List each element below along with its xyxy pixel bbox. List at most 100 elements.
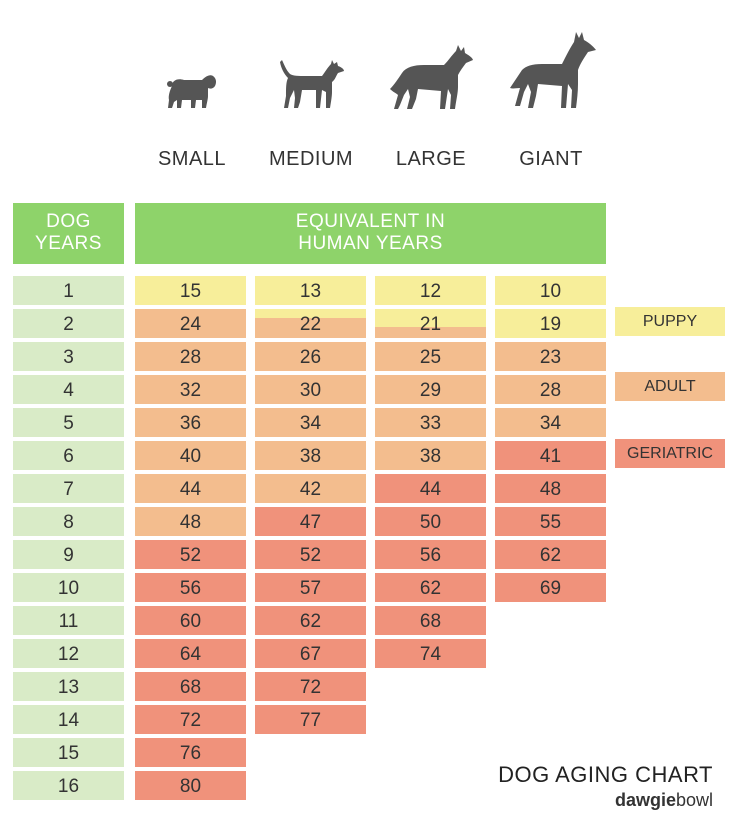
- human-years-header-line-2: HUMAN YEARS: [298, 233, 443, 254]
- human-year-cell-giant: 28: [495, 375, 606, 404]
- human-year-cell-medium: 34: [255, 408, 366, 437]
- human-year-value: 28: [179, 347, 202, 368]
- dog-year-cell: 2: [13, 309, 124, 338]
- human-year-cell-medium: 67: [255, 639, 366, 668]
- human-year-value: 36: [179, 413, 202, 434]
- brand-name-bold: dawgie: [614, 790, 676, 810]
- size-label-large: LARGE: [395, 148, 467, 170]
- human-year-cell-medium: 47: [255, 507, 366, 536]
- human-year-value: 33: [419, 413, 442, 434]
- legend-geriatric: GERIATRIC: [615, 439, 725, 468]
- shepherd-silhouette-icon: [388, 45, 474, 111]
- great-dane-silhouette-icon: [508, 30, 598, 110]
- puppy-portion: [255, 309, 366, 318]
- human-year-cell-medium: 77: [255, 705, 366, 734]
- human-year-value: 62: [299, 611, 322, 632]
- human-year-value: 34: [539, 413, 562, 434]
- dog-years-header: DOG YEARS: [13, 203, 124, 264]
- human-year-cell-large: 56: [375, 540, 486, 569]
- human-year-value: 38: [299, 446, 322, 467]
- human-year-cell-giant: 41: [495, 441, 606, 470]
- human-year-value: 74: [419, 644, 442, 665]
- human-year-cell-giant: 23: [495, 342, 606, 371]
- human-year-value: 68: [419, 611, 442, 632]
- human-year-cell-large: 68: [375, 606, 486, 635]
- dog-year-cell: 15: [13, 738, 124, 767]
- human-year-value: 62: [419, 578, 442, 599]
- human-year-value: 50: [419, 512, 442, 533]
- pug-silhouette-icon: [166, 72, 218, 110]
- puppy-portion: [375, 309, 486, 327]
- human-year-cell-large: 33: [375, 408, 486, 437]
- human-year-value: 64: [179, 644, 202, 665]
- human-year-value: 24: [179, 314, 202, 335]
- human-year-cell-small: 64: [135, 639, 246, 668]
- human-year-value: 40: [179, 446, 202, 467]
- dog-year-cell: 11: [13, 606, 124, 635]
- human-year-cell-medium: 42: [255, 474, 366, 503]
- human-year-cell-large: 38: [375, 441, 486, 470]
- human-year-cell-medium: 38: [255, 441, 366, 470]
- human-year-cell-giant: 19: [495, 309, 606, 338]
- human-year-value: 72: [179, 710, 202, 731]
- human-year-cell-small: 60: [135, 606, 246, 635]
- human-year-cell-medium: 26: [255, 342, 366, 371]
- human-year-value: 38: [419, 446, 442, 467]
- human-year-value: 44: [419, 479, 442, 500]
- chart-title: DOG AGING CHART: [498, 762, 713, 787]
- dog-year-cell: 9: [13, 540, 124, 569]
- human-year-cell-medium: 13: [255, 276, 366, 305]
- dog-year-cell: 1: [13, 276, 124, 305]
- human-year-cell-small: 40: [135, 441, 246, 470]
- human-year-value: 29: [419, 380, 442, 401]
- dog-year-cell: 4: [13, 375, 124, 404]
- human-years-header-line-1: EQUIVALENT IN: [295, 211, 446, 232]
- human-year-cell-small: 76: [135, 738, 246, 767]
- human-year-cell-small: 32: [135, 375, 246, 404]
- dog-year-cell: 8: [13, 507, 124, 536]
- human-year-cell-large: 12: [375, 276, 486, 305]
- human-year-value: 57: [299, 578, 322, 599]
- human-year-cell-small: 44: [135, 474, 246, 503]
- human-year-value: 42: [299, 479, 322, 500]
- human-year-cell-medium: 22: [255, 309, 366, 338]
- human-year-value: 77: [299, 710, 322, 731]
- human-year-cell-medium: 30: [255, 375, 366, 404]
- human-year-value: 41: [539, 446, 562, 467]
- human-year-cell-giant: 48: [495, 474, 606, 503]
- human-year-value: 30: [299, 380, 322, 401]
- human-year-value: 47: [299, 512, 322, 533]
- human-year-value: 25: [419, 347, 442, 368]
- dog-year-cell: 14: [13, 705, 124, 734]
- human-year-value: 56: [419, 545, 442, 566]
- dog-year-cell: 13: [13, 672, 124, 701]
- human-year-value: 10: [539, 281, 562, 302]
- brand-logo: dawgiebowl: [500, 790, 713, 811]
- human-year-value: 21: [419, 314, 442, 335]
- size-label-medium: MEDIUM: [268, 148, 354, 170]
- human-year-cell-small: 68: [135, 672, 246, 701]
- human-year-value: 67: [299, 644, 322, 665]
- dog-year-cell: 16: [13, 771, 124, 800]
- human-year-cell-medium: 57: [255, 573, 366, 602]
- human-year-value: 68: [179, 677, 202, 698]
- human-year-value: 56: [179, 578, 202, 599]
- dog-year-cell: 7: [13, 474, 124, 503]
- human-year-cell-small: 24: [135, 309, 246, 338]
- human-year-value: 80: [179, 776, 202, 797]
- human-year-value: 28: [539, 380, 562, 401]
- human-year-value: 62: [539, 545, 562, 566]
- human-year-value: 15: [179, 281, 202, 302]
- human-year-value: 60: [179, 611, 202, 632]
- legend-puppy: PUPPY: [615, 307, 725, 336]
- human-year-value: 76: [179, 743, 202, 764]
- human-year-cell-medium: 62: [255, 606, 366, 635]
- dog-year-cell: 10: [13, 573, 124, 602]
- human-year-value: 12: [419, 281, 442, 302]
- human-year-cell-large: 74: [375, 639, 486, 668]
- size-label-giant: GIANT: [519, 148, 583, 170]
- human-year-value: 26: [299, 347, 322, 368]
- human-year-cell-small: 72: [135, 705, 246, 734]
- dog-year-cell: 12: [13, 639, 124, 668]
